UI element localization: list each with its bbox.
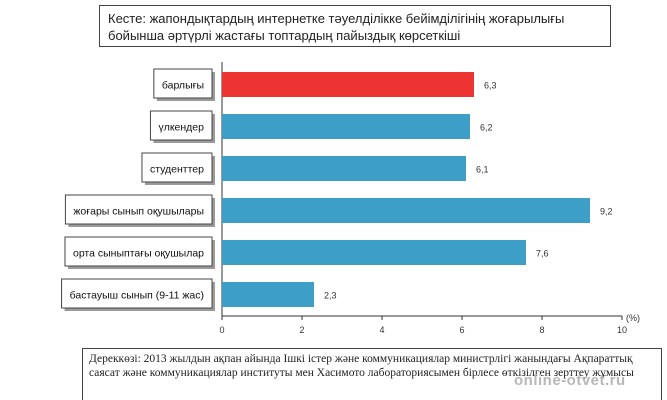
bar-value-label: 6,3: [484, 81, 497, 91]
category-label: барлығы: [162, 80, 204, 92]
source-note: Дереккөзі: 2013 жылдын ақпан айында Ішкі…: [82, 348, 662, 400]
bar-value-label: 2,3: [324, 291, 337, 301]
category-label-box: [153, 68, 213, 99]
x-tick-label: 8: [539, 325, 544, 335]
bar: [222, 240, 526, 265]
bar-value-label: 6,1: [476, 165, 489, 175]
category-label: бастауыш сынып (9-11 жас): [70, 290, 204, 302]
x-tick-label: 0: [219, 325, 224, 335]
x-tick-label: 4: [379, 325, 384, 335]
bar-value-label: 7,6: [536, 249, 549, 259]
bar: [222, 114, 470, 139]
bar: [222, 72, 474, 97]
category-label-box: [141, 152, 213, 183]
bar: [222, 282, 314, 307]
x-unit-label: (%): [626, 313, 640, 323]
category-label-box: [64, 194, 213, 225]
category-label: жоғары сынып оқушылары: [73, 206, 204, 218]
bar: [222, 156, 466, 181]
chart-title: Кесте: жапондықтардың интернетке тәуелді…: [99, 5, 611, 47]
category-label-box: [149, 110, 213, 141]
category-label: үлкендер: [158, 122, 204, 134]
category-label: орта сыныптағы оқушылар: [73, 248, 204, 260]
bar-chart: 0 2 4 6 8 10 (%) 6,3 барлығы 6,2 үлкендер 6,1 студен…: [61, 62, 640, 335]
watermark: online-otvet.ru: [514, 372, 626, 389]
x-tick-label: 6: [459, 325, 464, 335]
category-label-box: [64, 236, 213, 267]
x-tick-label: 2: [299, 325, 304, 335]
category-label: студенттер: [150, 164, 204, 176]
x-tick-label: 10: [617, 325, 627, 335]
category-label-box: [61, 278, 213, 309]
bar-value-label: 9,2: [600, 207, 613, 217]
bar-value-label: 6,2: [480, 123, 493, 133]
bar: [222, 198, 590, 223]
